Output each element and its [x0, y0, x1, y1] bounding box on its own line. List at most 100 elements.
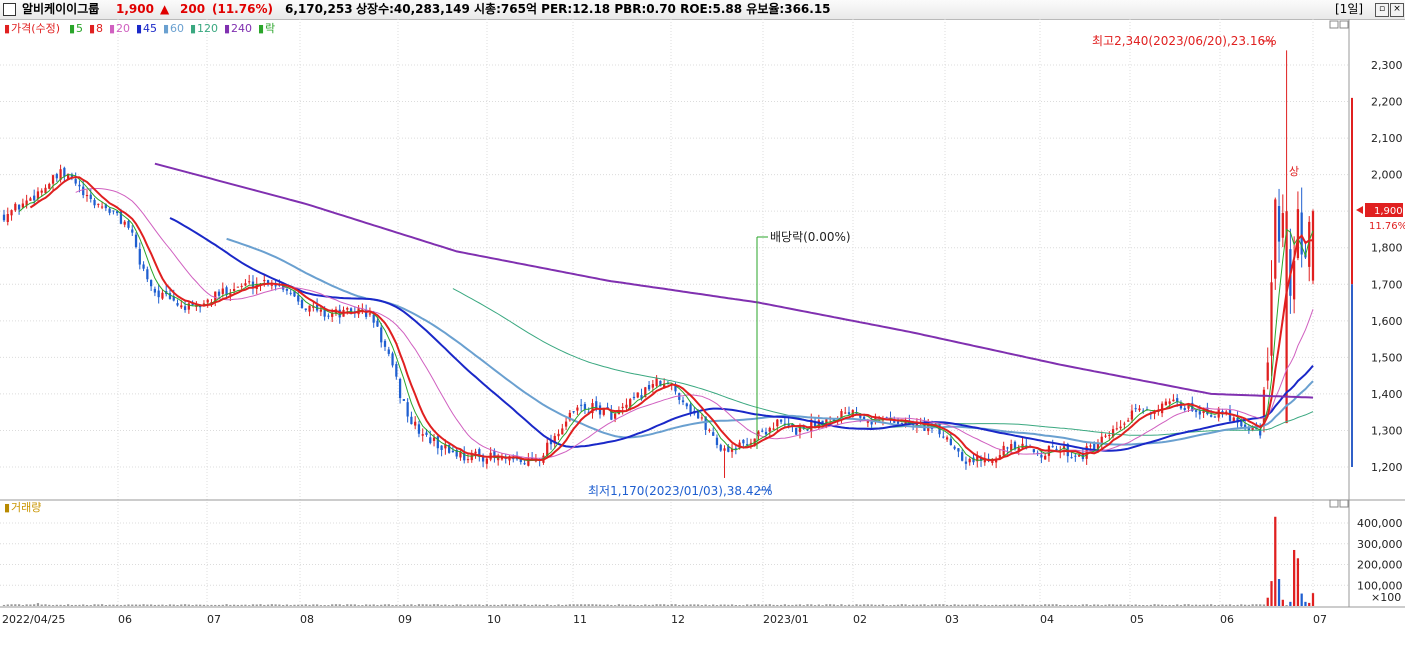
candle-body — [206, 299, 209, 303]
volume-legend: 거래량 — [11, 501, 41, 514]
candle-body — [25, 200, 28, 206]
candle-body — [444, 444, 447, 449]
volume-bar — [1059, 605, 1062, 606]
candle-body — [564, 421, 568, 427]
maximize-volume-pane-icon[interactable] — [1339, 499, 1349, 508]
price-legend: ▮ 가격(수정) ▮ 5 ▮ 8 ▮ 20 ▮ 45 ▮ 60 ▮ 120 ▮ 240 ▮ 락 — [4, 22, 275, 35]
volume-bar — [1187, 604, 1190, 606]
volume-bar — [259, 604, 262, 606]
candle-body — [1127, 420, 1130, 422]
volume-bar — [595, 604, 598, 606]
volume-bar — [123, 604, 126, 606]
volume-bar — [776, 604, 779, 606]
candle-body — [319, 309, 323, 312]
volume-bar — [108, 604, 111, 606]
candle-body — [1013, 441, 1017, 450]
candle-body — [59, 169, 62, 180]
volume-bar — [681, 604, 685, 606]
candle-body — [787, 423, 790, 426]
volume-bar — [485, 604, 488, 606]
volume-bar — [1010, 604, 1013, 606]
volume-bar — [821, 605, 824, 606]
candle-body — [1300, 212, 1303, 255]
volume-bar — [1032, 604, 1035, 606]
close-icon[interactable]: × — [1390, 3, 1404, 17]
volume-bar — [142, 604, 145, 606]
volume-bar — [1304, 601, 1307, 606]
candle-body — [870, 421, 873, 425]
volume-bar — [670, 604, 673, 606]
candle-body — [557, 433, 560, 437]
volume-bar — [530, 604, 534, 606]
volume-bar — [1240, 604, 1243, 606]
candle-body — [1100, 436, 1103, 446]
minimize-pane-icon[interactable] — [1329, 20, 1339, 29]
volume-bar — [474, 604, 477, 606]
volume-bar — [629, 604, 632, 606]
volume-bar — [470, 604, 473, 606]
candle-body — [1266, 362, 1269, 381]
volume-bar — [191, 604, 194, 606]
volume-bar — [791, 604, 794, 606]
minimize-volume-pane-icon[interactable] — [1329, 499, 1339, 508]
candle-body — [1010, 444, 1013, 451]
candle-body — [798, 426, 802, 432]
volume-bar — [1262, 604, 1266, 606]
volume-bar — [349, 604, 353, 606]
volume-bar — [127, 604, 130, 606]
candle-body — [466, 459, 470, 461]
legend-label: 240 — [231, 22, 252, 35]
candle-body — [180, 305, 183, 308]
volume-bar — [1179, 605, 1183, 606]
candle-body — [48, 183, 51, 189]
candle-body — [387, 349, 390, 354]
candle-body — [304, 308, 307, 310]
candle-body — [576, 407, 579, 411]
volume-bar — [2, 604, 6, 606]
volume-bar — [542, 604, 545, 606]
volume-bar — [489, 604, 492, 606]
candle-body — [855, 412, 858, 414]
volume-bar — [900, 604, 903, 606]
volume-bar — [417, 604, 421, 606]
candle-body — [346, 307, 349, 310]
candle-body — [21, 203, 24, 208]
candle-body — [583, 404, 587, 410]
volume-bar — [840, 604, 843, 606]
candle-body — [297, 295, 300, 302]
volume-bar — [1138, 604, 1141, 606]
volume-bar — [685, 604, 688, 606]
candle-body — [425, 432, 428, 435]
volume-bar — [440, 604, 443, 606]
candle-body — [523, 463, 526, 465]
volume-bar — [1243, 604, 1247, 606]
x-tick-label: 07 — [1313, 613, 1327, 626]
volume-bar — [1247, 604, 1250, 606]
candle-body — [640, 395, 643, 400]
candle-body — [723, 448, 726, 451]
maximize-pane-icon[interactable] — [1339, 20, 1349, 29]
candle-body — [1228, 409, 1232, 421]
x-tick-label: 2023/01 — [763, 613, 809, 626]
candle-body — [2, 214, 6, 221]
candle-body — [976, 455, 979, 462]
volume-bar — [708, 605, 711, 606]
legend-marker: ▮ — [163, 22, 169, 35]
volume-value: 6,170,253 — [285, 2, 353, 16]
candle-body — [764, 431, 768, 435]
candle-body — [55, 174, 58, 179]
volume-bar — [666, 604, 670, 606]
volume-bar — [63, 605, 66, 606]
candle-body — [896, 421, 900, 424]
select-checkbox[interactable] — [3, 3, 16, 16]
candle-body — [1093, 443, 1096, 451]
period-label[interactable]: [1일] — [1335, 2, 1364, 16]
volume-bar — [312, 604, 315, 606]
volume-bar — [549, 605, 553, 606]
candle-body — [979, 458, 983, 461]
restore-icon[interactable]: ▫ — [1375, 3, 1389, 17]
volume-bar — [1266, 597, 1269, 606]
candle-body — [308, 305, 311, 312]
candle-body — [949, 438, 952, 445]
price-tick-label: 1,300 — [1371, 424, 1403, 437]
